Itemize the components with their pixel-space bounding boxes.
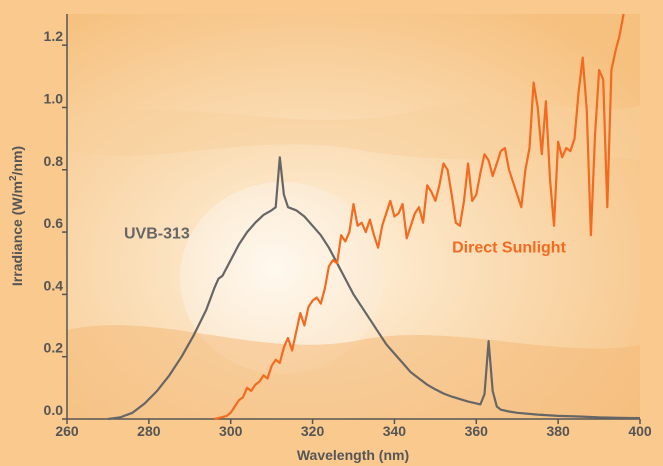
x-tick-label: 400 <box>628 423 652 439</box>
series-line-uvb-313 <box>107 156 641 421</box>
y-tick-label: 0.6 <box>44 215 64 231</box>
x-tick-label: 280 <box>137 423 161 439</box>
cloud-band <box>67 325 640 419</box>
series-group <box>107 13 641 421</box>
x-tick-label: 340 <box>383 423 407 439</box>
x-tick-label: 380 <box>546 423 570 439</box>
y-axis-title-sup: 2 <box>8 175 19 181</box>
y-tick-label: 0.2 <box>44 340 64 356</box>
y-tick-label: 0.8 <box>44 153 64 169</box>
x-tick-label: 300 <box>219 423 243 439</box>
annotation-group: UVB-313 Direct Sunlight <box>124 225 567 256</box>
y-axis-title-tail: /nm) <box>9 146 25 176</box>
series-label: Direct Sunlight <box>452 239 566 256</box>
y-tick-label: 0.4 <box>44 277 64 293</box>
x-axis-title: Wavelength (nm) <box>297 447 409 463</box>
y-axis-title-main: Irradiance (W/m <box>9 181 25 286</box>
y-axis-title: Irradiance (W/m2/nm) <box>8 146 25 286</box>
cloud-band-upper <box>67 102 640 160</box>
series-line-direct-sunlight <box>214 13 625 421</box>
y-tick-label: 0.0 <box>44 402 64 418</box>
x-tick-label: 260 <box>55 423 79 439</box>
x-tick-label: 320 <box>301 423 325 439</box>
x-tick-label: 360 <box>465 423 489 439</box>
y-ticks: 0.0 0.2 0.4 0.6 0.8 1.0 1.2 <box>44 28 67 420</box>
series-label: UVB-313 <box>124 225 190 242</box>
y-tick-label: 1.2 <box>44 28 64 44</box>
y-tick-label: 1.0 <box>44 90 64 106</box>
x-ticks: 260 280 300 320 340 360 380 400 <box>55 419 652 439</box>
sun-disk <box>180 182 384 374</box>
